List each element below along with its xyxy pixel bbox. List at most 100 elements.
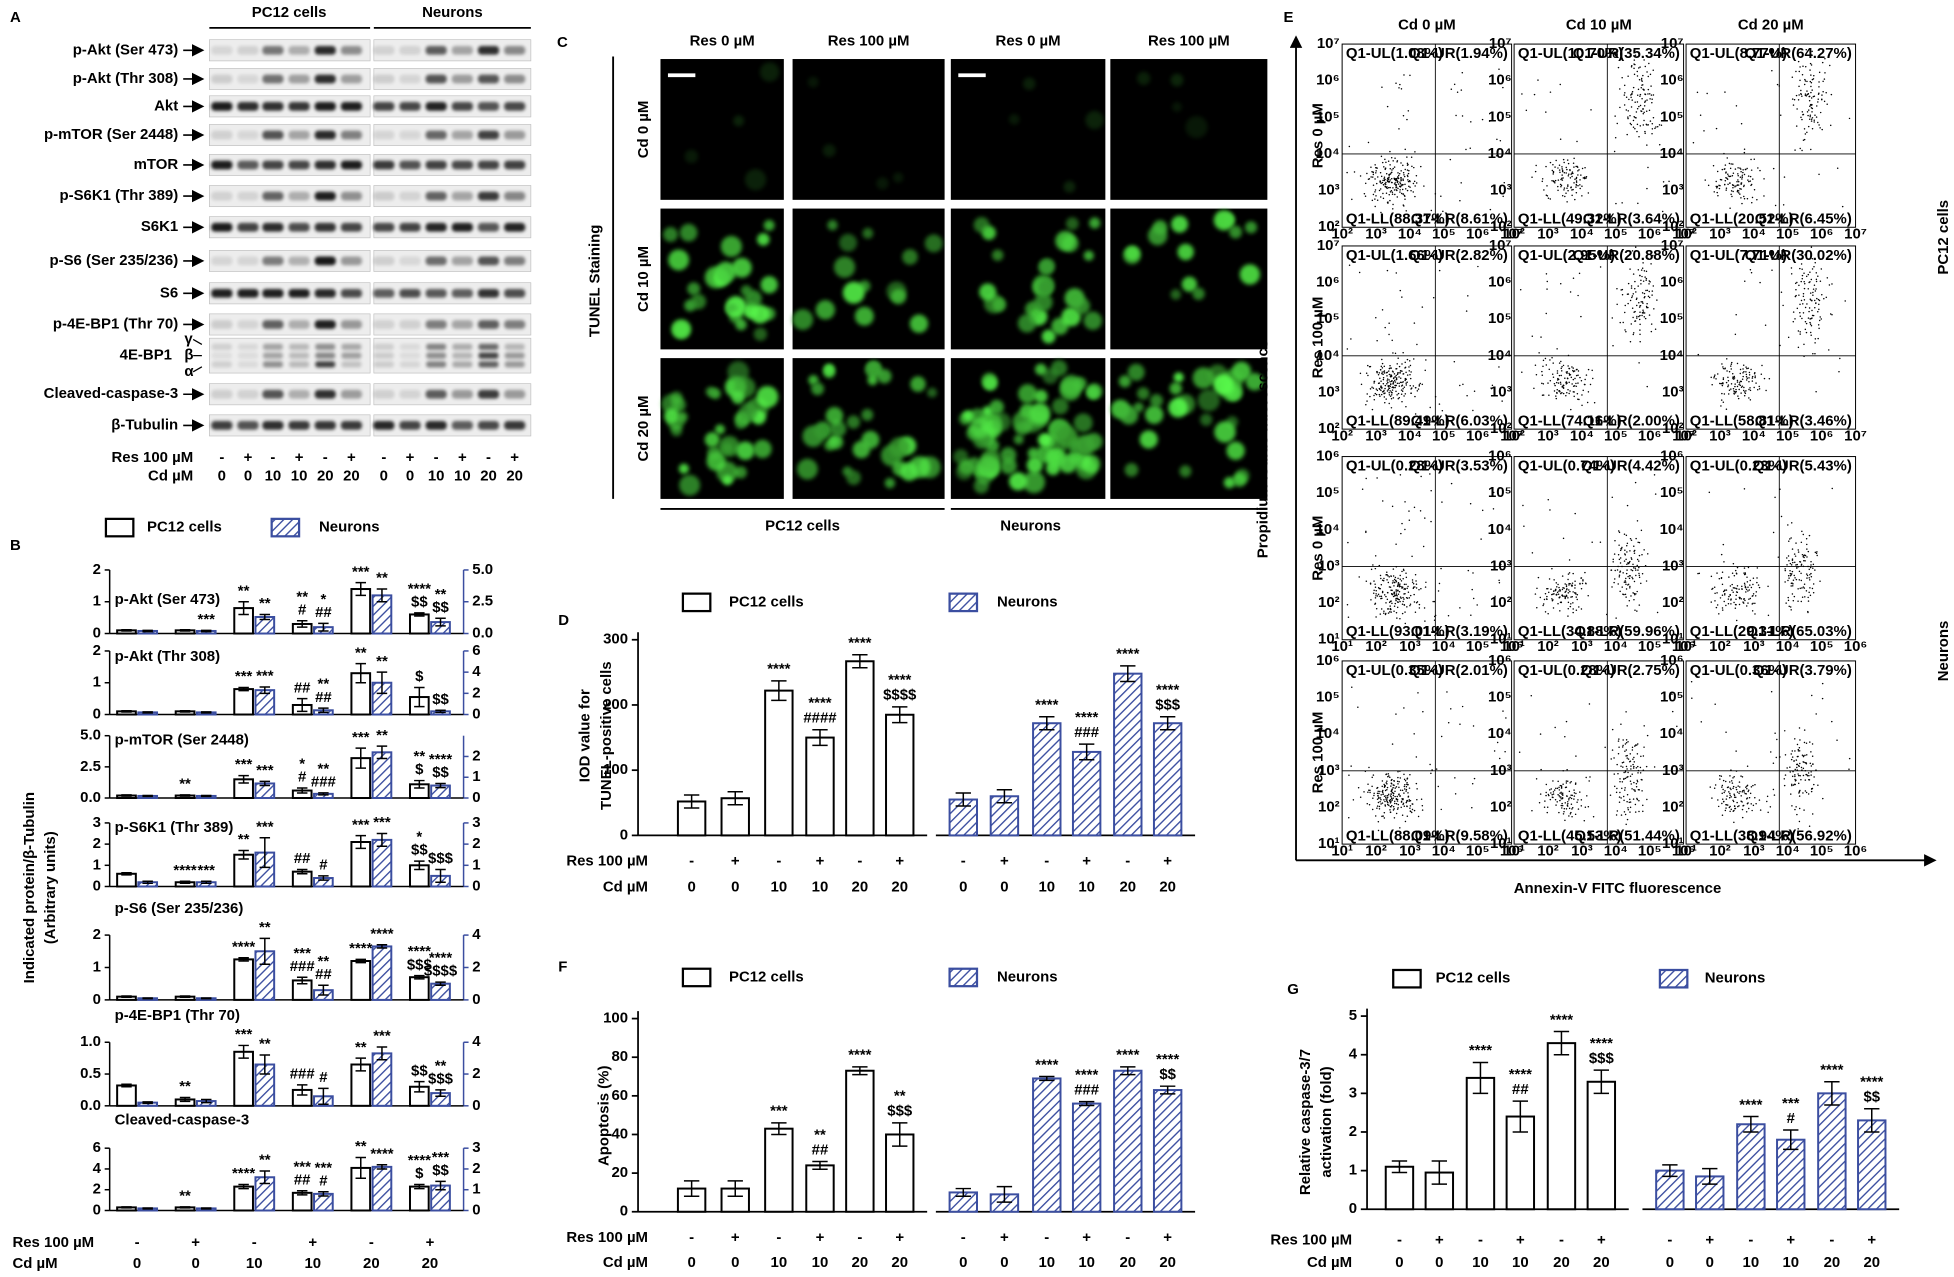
event-dot [1396, 372, 1399, 374]
event-dot [1545, 165, 1547, 168]
event-dot [1560, 786, 1563, 788]
event-dot [1561, 794, 1564, 796]
event-dot [1630, 595, 1632, 597]
event-dot [1818, 303, 1820, 306]
error-bar [955, 792, 971, 807]
event-dot [1381, 500, 1384, 502]
event-dot [1348, 145, 1351, 148]
event-dot [1375, 182, 1378, 185]
event-dot [1403, 604, 1406, 606]
event-dot [1721, 571, 1724, 573]
significance-mark: ## [812, 1141, 829, 1158]
event-dot [1738, 588, 1740, 590]
event-dot [1646, 798, 1648, 801]
event-dot [1388, 333, 1390, 336]
event-dot [1556, 370, 1559, 372]
event-dot [1415, 583, 1418, 586]
event-dot [1815, 390, 1817, 393]
event-dot [1750, 586, 1753, 589]
event-dot [1627, 117, 1629, 120]
event-dot [1576, 140, 1578, 143]
event-dot [1739, 380, 1742, 383]
event-dot [1414, 151, 1416, 153]
blot-band [425, 288, 447, 298]
event-dot [1727, 175, 1730, 177]
event-dot [1617, 753, 1620, 755]
x-tick-label: 10⁵ [1432, 428, 1456, 445]
event-dot [1730, 163, 1732, 165]
event-dot [1360, 383, 1363, 386]
event-dot [1819, 280, 1822, 283]
event-dot [1725, 408, 1728, 410]
blot-band [504, 320, 526, 329]
event-dot [1573, 385, 1576, 387]
event-dot [1796, 766, 1798, 769]
event-dot [1644, 101, 1646, 104]
res-value: + [731, 1229, 740, 1246]
event-dot [1642, 108, 1644, 111]
event-dot [1717, 194, 1719, 197]
event-dot [1724, 168, 1726, 170]
event-dot [1797, 330, 1800, 332]
event-dot [1802, 533, 1805, 536]
event-dot [1616, 763, 1618, 766]
event-dot [1821, 98, 1823, 100]
x-tick-label: 0 [133, 1255, 141, 1272]
event-dot [1556, 389, 1558, 391]
plot-frame [1341, 245, 1513, 430]
event-dot [1391, 389, 1394, 391]
event-dot [1400, 532, 1402, 535]
event-dot [1805, 754, 1808, 756]
event-dot [1378, 805, 1381, 808]
event-dot [1640, 582, 1642, 585]
event-dot [1808, 307, 1811, 309]
event-dot [1561, 179, 1564, 181]
event-dot [1386, 591, 1389, 594]
event-dot [1844, 300, 1846, 302]
event-dot [1736, 566, 1739, 569]
event-dot [1350, 765, 1352, 767]
y2-tick-label: 2 [472, 684, 480, 701]
event-dot [1741, 176, 1743, 178]
significance-mark: ** [435, 1058, 447, 1075]
stained-nucleus [1181, 276, 1198, 292]
blot-band [237, 320, 259, 329]
chart-title: p-mTOR (Ser 2448) [115, 732, 249, 749]
event-dot [1409, 374, 1411, 376]
event-dot [1637, 269, 1640, 271]
significance-mark: ** [179, 1078, 191, 1095]
event-dot [1579, 582, 1581, 585]
event-dot [1636, 94, 1639, 97]
event-dot [1626, 569, 1628, 571]
stained-nucleus [744, 169, 767, 191]
event-dot [1794, 738, 1796, 740]
event-dot [1625, 711, 1627, 713]
significance-mark: **** [232, 938, 255, 955]
stained-nucleus [1192, 287, 1205, 300]
stained-nucleus [1136, 387, 1150, 400]
event-dot [1743, 582, 1746, 585]
event-dot [1638, 574, 1641, 577]
event-dot [1728, 576, 1730, 578]
event-dot [1542, 359, 1545, 362]
stained-nucleus [1034, 363, 1047, 376]
event-dot [1732, 562, 1735, 565]
event-dot [1367, 374, 1369, 377]
blot-band [288, 191, 310, 201]
y2-tick-label: 6 [472, 642, 480, 659]
stained-nucleus [668, 249, 690, 271]
stained-nucleus [1223, 214, 1235, 226]
event-dot [1374, 555, 1377, 557]
event-dot [1380, 380, 1382, 383]
event-dot [1718, 613, 1720, 615]
event-dot [1763, 178, 1765, 180]
event-dot [1740, 168, 1742, 170]
event-dot [1404, 622, 1407, 625]
event-dot [1755, 382, 1757, 384]
y-tick-label: 10² [1318, 218, 1340, 235]
blot-band [314, 222, 336, 232]
quadrant-label: Q1-UL(0.23%) [1690, 457, 1787, 474]
event-dot [1771, 69, 1773, 72]
event-dot [1802, 792, 1804, 794]
